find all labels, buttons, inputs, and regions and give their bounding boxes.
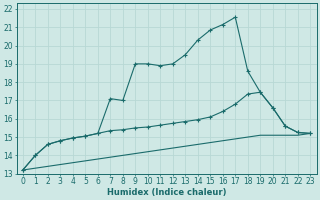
X-axis label: Humidex (Indice chaleur): Humidex (Indice chaleur) [107,188,226,197]
